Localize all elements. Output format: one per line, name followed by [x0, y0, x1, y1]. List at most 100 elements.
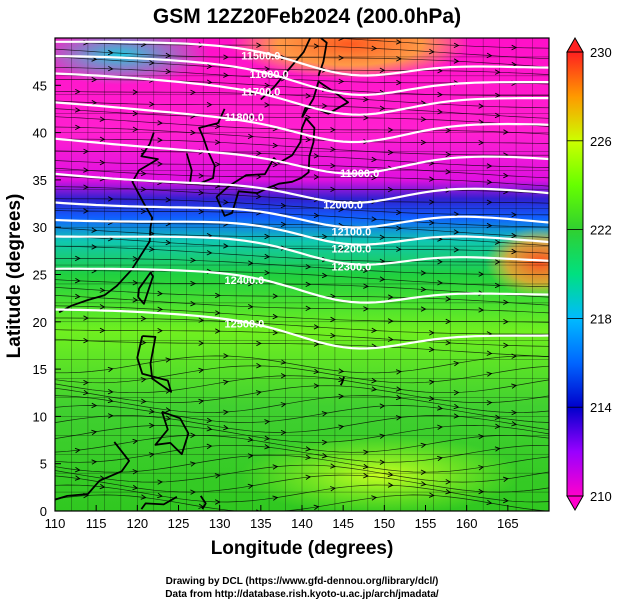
streamline-arrow: [330, 186, 336, 193]
streamline-arrow: [214, 310, 221, 316]
streamline-arrow: [91, 100, 98, 106]
streamline-arrow: [74, 475, 81, 481]
streamline-arrow: [157, 328, 163, 334]
y-tick-label: 20: [33, 315, 47, 330]
streamline-arrow: [264, 66, 271, 72]
x-tick-label: 160: [456, 516, 478, 531]
streamline-arrow: [215, 328, 221, 334]
streamline-arrow: [165, 197, 172, 203]
streamline-arrow: [486, 179, 493, 185]
y-axis-label: Latitude (degrees): [4, 194, 25, 359]
streamline-arrow: [255, 390, 262, 396]
streamline-arrow: [445, 489, 452, 495]
streamline-arrow: [428, 346, 435, 353]
streamline-arrow: [396, 79, 402, 86]
contour-line: [55, 218, 549, 246]
footer-credit-dcl: Drawing by DCL (https://www.gfd-dennou.o…: [166, 576, 439, 587]
streamline-arrow: [503, 342, 509, 349]
contour-label: 11700.0: [241, 86, 280, 98]
streamline-arrow: [445, 318, 452, 325]
streamline-arrow: [371, 495, 378, 501]
streamline-arrow: [478, 307, 485, 313]
streamline-arrow: [494, 112, 501, 119]
y-axis-ticks: 0 5 10 15 20 25 30 35 40 45: [33, 78, 61, 519]
streamline-arrow: [387, 336, 394, 342]
streamline-arrow: [387, 127, 394, 133]
streamline-arrow: [437, 280, 444, 286]
streamline-arrow: [223, 199, 229, 205]
streamline-arrow: [503, 172, 509, 179]
contour-label: 12000.0: [323, 199, 363, 211]
streamline-arrow: [313, 368, 320, 375]
contour-line: [55, 72, 549, 116]
streamline-arrow: [206, 417, 213, 424]
contour-label: 12500.0: [224, 318, 264, 330]
streamline-arrow: [503, 497, 509, 504]
coastline: [55, 441, 130, 501]
coastline: [215, 117, 316, 217]
colorbar-bottom-arrow: [566, 495, 584, 512]
streamline-arrow: [107, 196, 114, 202]
streamline-arrow: [396, 246, 402, 252]
streamline-arrow: [149, 60, 155, 66]
streamline-arrow: [453, 403, 460, 410]
streamline-arrow: [445, 479, 452, 485]
streamline-arrow: [420, 286, 427, 293]
streamline-arrow: [478, 271, 485, 277]
streamline-arrow: [198, 209, 205, 215]
streamline-arrow: [83, 315, 89, 321]
streamline-arrow: [149, 101, 155, 107]
streamline-arrow: [74, 107, 81, 113]
contour-line: [55, 235, 549, 266]
streamline-arrow: [132, 89, 139, 95]
streamline-arrow: [429, 330, 435, 336]
streamline: [55, 484, 549, 503]
coastline: [137, 271, 154, 305]
colorbar-tick-label: 230: [590, 45, 612, 60]
streamline-arrow: [494, 259, 501, 265]
streamline-arrow: [453, 413, 460, 419]
streamline-arrow: [330, 463, 336, 469]
streamline-arrow: [132, 484, 139, 491]
coastlines: [55, 38, 349, 510]
streamline-arrow: [503, 129, 509, 135]
colorbar-gradient: [566, 51, 584, 497]
streamline-arrow: [165, 415, 172, 421]
colorbar-tick-label: 226: [590, 134, 612, 149]
streamline: [55, 385, 549, 403]
streamline-arrow: [99, 304, 106, 310]
streamline-arrow: [190, 257, 197, 263]
streamline: [55, 395, 549, 413]
streamline-arrow: [305, 474, 312, 480]
streamline-arrow: [338, 55, 345, 61]
streamline-arrow: [157, 290, 163, 297]
streamline-arrow: [280, 373, 287, 379]
streamline-arrow: [198, 173, 205, 179]
contour-label: 12100.0: [332, 226, 372, 238]
streamline-arrow: [190, 280, 197, 287]
streamline-arrow: [363, 306, 369, 312]
streamline-arrow: [437, 455, 443, 462]
streamline-arrow: [91, 244, 98, 250]
streamline-arrow: [223, 31, 228, 36]
streamline: [55, 305, 549, 323]
contour-label: 12200.0: [332, 243, 372, 255]
streamline-arrow: [445, 169, 452, 175]
streamline-arrow: [313, 324, 320, 330]
streamline: [55, 355, 549, 374]
streamline-arrow: [206, 250, 213, 256]
streamline: [55, 286, 549, 306]
x-tick-label: 145: [332, 516, 354, 531]
streamline-arrow: [198, 190, 205, 196]
streamline-arrow: [91, 227, 98, 233]
streamline-arrow: [387, 318, 394, 324]
footer-credit-data: Data from http://database.rish.kyoto-u.a…: [165, 589, 439, 600]
streamline-arrow: [74, 293, 81, 300]
streamline-arrow: [486, 222, 493, 229]
streamline: [55, 79, 549, 96]
streamline-arrow: [511, 248, 518, 255]
streamline-arrow: [387, 186, 394, 193]
field-lime-south: [240, 435, 520, 511]
streamline-arrow: [396, 39, 402, 45]
streamline-arrow: [214, 123, 221, 130]
